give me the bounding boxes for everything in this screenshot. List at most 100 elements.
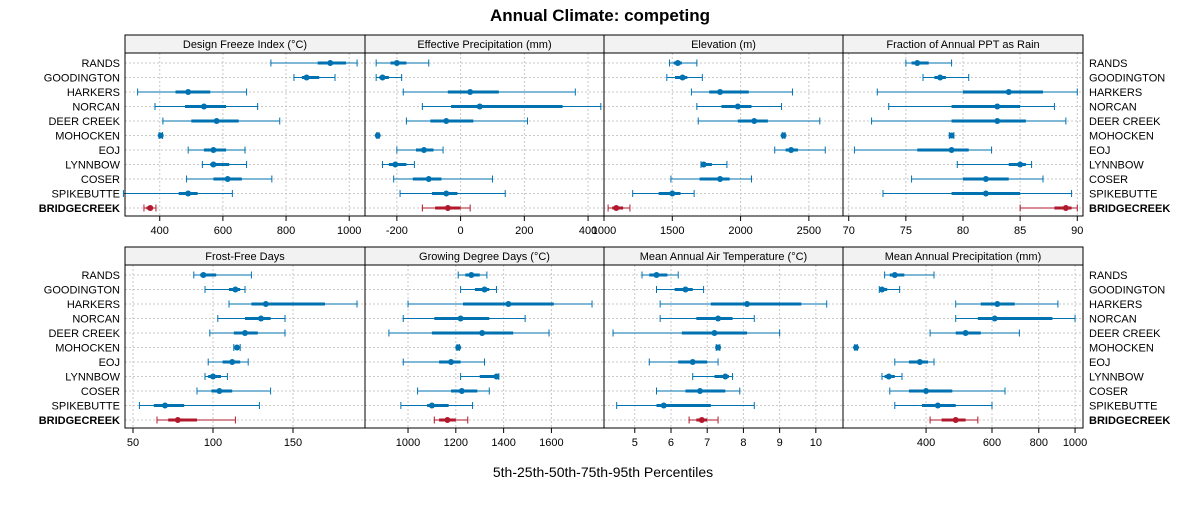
median-dot (923, 388, 930, 394)
median-dot (481, 286, 488, 293)
panel-frame (842, 264, 1084, 429)
median-dot (689, 359, 696, 365)
median-dot (262, 301, 269, 307)
x-tick-label: 1000 (1063, 437, 1087, 449)
x-tick-label: 800 (277, 225, 295, 237)
site-label-left: SPIKEBUTTE (52, 189, 120, 201)
x-tick-label: 75 (900, 225, 912, 237)
site-label-left: COSER (81, 386, 120, 398)
chart-title: Annual Climate: competing (490, 6, 710, 25)
median-dot (476, 103, 483, 110)
median-dot (229, 359, 236, 365)
median-dot (200, 103, 207, 110)
median-dot (679, 74, 686, 81)
median-dot (393, 60, 400, 66)
x-tick-label: 600 (983, 437, 1001, 449)
x-tick-label: -200 (386, 225, 408, 237)
x-tick-label: 1200 (444, 437, 468, 449)
site-label-left: RANDS (81, 58, 120, 70)
median-dot (493, 373, 500, 380)
site-label-right: COSER (1089, 386, 1128, 398)
median-dot (669, 190, 676, 197)
median-dot (213, 118, 220, 124)
x-tick-label: 1400 (491, 437, 515, 449)
x-tick-label: 150 (284, 437, 302, 449)
site-label-right: MOHOCKEN (1089, 343, 1154, 355)
median-dot (744, 301, 751, 307)
x-tick-label: 1600 (539, 437, 563, 449)
median-dot (1017, 161, 1024, 168)
site-label-right: GOODINGTON (1089, 285, 1165, 297)
median-dot (425, 176, 432, 182)
site-label-left: NORCAN (72, 102, 120, 114)
site-label-left: LYNNBOW (65, 372, 120, 384)
site-label-left: RANDS (81, 270, 120, 282)
median-dot (200, 272, 207, 278)
site-label-left: GOODINGTON (44, 285, 120, 297)
median-dot (505, 301, 512, 307)
panel-title: Growing Degree Days (°C) (419, 251, 550, 263)
median-dot (653, 272, 660, 278)
median-dot (715, 344, 722, 351)
site-label-right: SPIKEBUTTE (1089, 189, 1157, 201)
panel-title: Mean Annual Air Temperature (°C) (640, 251, 807, 263)
median-dot (468, 272, 475, 278)
x-tick-label: 10 (810, 437, 822, 449)
median-dot (891, 272, 898, 278)
site-label-right: BRIDGECREEK (1089, 203, 1170, 215)
site-label-right: DEER CREEK (1089, 328, 1161, 340)
median-dot (948, 132, 955, 139)
median-dot (994, 301, 1001, 307)
x-tick-label: 85 (1014, 225, 1026, 237)
site-label-left: GOODINGTON (44, 73, 120, 85)
median-dot (232, 286, 239, 293)
median-dot (147, 205, 154, 211)
median-dot (700, 161, 707, 168)
panel-frame (603, 52, 844, 217)
x-tick-label: 70 (843, 225, 855, 237)
x-tick-label: 400 (151, 225, 169, 237)
median-dot (613, 205, 620, 211)
x-tick-label: 90 (1071, 225, 1083, 237)
site-label-right: NORCAN (1089, 102, 1137, 114)
site-label-right: LYNNBOW (1089, 372, 1144, 384)
x-axis-label: 5th-25th-50th-75th-95th Percentiles (493, 464, 713, 480)
x-tick-label: 100 (204, 437, 222, 449)
median-dot (934, 402, 941, 409)
median-dot (734, 103, 741, 110)
median-dot (242, 330, 248, 336)
site-label-left: EOJ (99, 357, 120, 369)
median-dot (711, 330, 718, 336)
median-dot (994, 103, 1001, 110)
x-tick-label: 9 (777, 437, 783, 449)
panel-title: Design Freeze Index (°C) (183, 39, 307, 51)
x-tick-label: 0 (458, 225, 464, 237)
median-dot (982, 176, 989, 182)
panel-title: Mean Annual Precipitation (mm) (885, 251, 1042, 263)
median-dot (696, 388, 703, 394)
median-dot (467, 89, 474, 95)
median-dot (660, 402, 667, 409)
median-dot (962, 330, 969, 336)
median-dot (780, 132, 787, 139)
x-tick-label: 600 (214, 225, 232, 237)
median-dot (448, 359, 455, 365)
median-dot (303, 74, 310, 81)
site-label-left: BRIDGECREEK (39, 203, 120, 215)
site-label-right: DEER CREEK (1089, 116, 1161, 128)
median-dot (443, 118, 450, 124)
site-label-right: NORCAN (1089, 314, 1137, 326)
x-tick-label: 5 (632, 437, 638, 449)
site-label-left: MOHOCKEN (55, 131, 120, 143)
panel-frame (603, 264, 844, 429)
x-tick-label: 1000 (592, 225, 616, 237)
x-tick-label: 400 (579, 225, 597, 237)
x-tick-label: 2500 (797, 225, 821, 237)
median-dot (234, 344, 240, 351)
median-dot (994, 118, 1001, 124)
median-dot (162, 402, 168, 409)
median-dot (174, 417, 181, 423)
site-label-right: LYNNBOW (1089, 160, 1144, 172)
